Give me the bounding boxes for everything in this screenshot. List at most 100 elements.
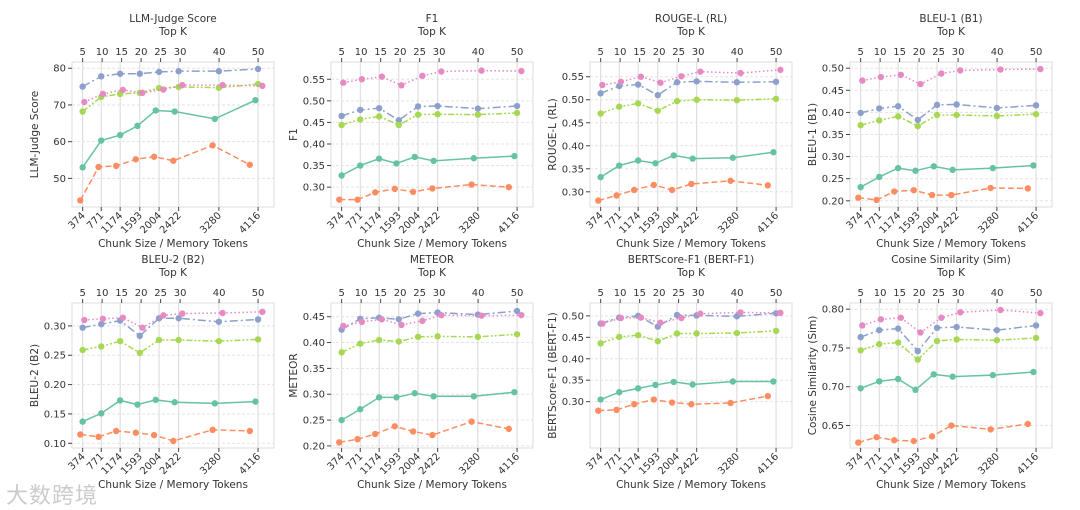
data-point-s5 bbox=[637, 314, 645, 321]
x-tick-label: 1174 bbox=[617, 451, 643, 477]
data-point-s1 bbox=[171, 108, 178, 115]
top-x-tick-label: 5 bbox=[338, 288, 344, 299]
top-x-tick-label: 50 bbox=[511, 288, 524, 299]
series-s5 bbox=[81, 81, 266, 106]
data-point-s3 bbox=[414, 310, 422, 317]
data-point-s2 bbox=[595, 197, 602, 204]
data-point-s1 bbox=[876, 378, 883, 385]
top-x-tick-label: 40 bbox=[472, 288, 485, 299]
data-point-s1 bbox=[152, 107, 159, 114]
data-point-s3 bbox=[98, 320, 105, 328]
data-point-s5 bbox=[678, 314, 685, 322]
data-point-s5 bbox=[340, 79, 347, 86]
x-tick-label: 374 bbox=[325, 210, 346, 231]
y-tick-label: 60 bbox=[53, 137, 66, 148]
x-tick-label: 374 bbox=[584, 451, 605, 472]
data-point-s1 bbox=[689, 381, 696, 388]
top-axis-label: Top K bbox=[936, 26, 966, 38]
data-point-s3 bbox=[634, 81, 642, 88]
data-point-s2 bbox=[855, 439, 862, 446]
data-point-s4 bbox=[175, 336, 182, 344]
top-x-tick-label: 5 bbox=[79, 47, 85, 58]
data-point-s5 bbox=[637, 73, 645, 80]
data-point-s2 bbox=[391, 423, 399, 430]
x-tick-label: 1174 bbox=[877, 210, 903, 236]
y-tick-label: 0.65 bbox=[822, 421, 844, 432]
data-point-s4 bbox=[953, 336, 960, 343]
subplot-title: BLEU-2 (B2) bbox=[141, 254, 204, 266]
data-point-s3 bbox=[375, 104, 383, 112]
data-point-s5 bbox=[438, 68, 445, 75]
axes-frame bbox=[589, 61, 793, 208]
data-point-s4 bbox=[597, 110, 604, 117]
series-s2 bbox=[855, 184, 1032, 204]
x-axis-label: Chunk Size / Memory Tokens bbox=[876, 238, 1026, 250]
data-point-s4 bbox=[894, 113, 902, 120]
data-point-s2 bbox=[948, 422, 955, 429]
series-line-s1 bbox=[341, 391, 515, 421]
data-point-s3 bbox=[175, 315, 182, 322]
x-axis-label: Chunk Size / Memory Tokens bbox=[357, 238, 507, 250]
data-point-s4 bbox=[857, 122, 864, 129]
data-point-s3 bbox=[876, 326, 883, 334]
data-point-s4 bbox=[993, 337, 1001, 344]
x-tick-label: 1174 bbox=[99, 210, 125, 236]
data-point-s4 bbox=[914, 122, 921, 130]
data-point-s1 bbox=[770, 378, 777, 385]
x-tick-label: 1174 bbox=[358, 210, 384, 236]
data-point-s1 bbox=[930, 163, 937, 170]
data-point-s5 bbox=[119, 314, 127, 321]
top-x-tick-label: 20 bbox=[653, 288, 666, 299]
data-point-s1 bbox=[989, 164, 997, 172]
data-point-s1 bbox=[616, 389, 623, 396]
y-tick-label: 0.35 bbox=[562, 376, 584, 387]
data-point-s4 bbox=[513, 109, 521, 117]
y-tick-label: 0.25 bbox=[303, 416, 325, 427]
data-point-s3 bbox=[116, 70, 124, 77]
data-point-s1 bbox=[949, 373, 956, 380]
data-point-s4 bbox=[434, 333, 441, 340]
data-point-s1 bbox=[989, 371, 997, 379]
data-point-s5 bbox=[340, 322, 347, 330]
data-point-s5 bbox=[859, 77, 866, 84]
data-point-s4 bbox=[857, 347, 864, 354]
y-tick-label: 0.75 bbox=[822, 343, 844, 354]
data-point-s3 bbox=[933, 101, 941, 109]
series-s2 bbox=[77, 142, 254, 204]
subplot-title: LLM-Judge Score bbox=[129, 13, 216, 25]
data-point-s4 bbox=[597, 340, 604, 347]
data-point-s5 bbox=[99, 315, 107, 323]
top-x-tick-label: 20 bbox=[394, 288, 407, 299]
top-x-tick-label: 5 bbox=[338, 47, 344, 58]
data-point-s3 bbox=[953, 101, 960, 108]
y-tick-label: 80 bbox=[53, 64, 66, 75]
data-point-s4 bbox=[772, 95, 780, 103]
top-x-tick-label: 10 bbox=[874, 288, 887, 299]
data-point-s2 bbox=[170, 157, 177, 164]
data-point-s1 bbox=[134, 401, 141, 408]
data-point-s4 bbox=[79, 108, 86, 115]
top-x-tick-label: 25 bbox=[932, 288, 945, 299]
x-tick-label: 3280 bbox=[976, 451, 1002, 477]
top-x-tick-label: 30 bbox=[692, 47, 705, 58]
top-x-tick-label: 50 bbox=[1030, 47, 1043, 58]
x-tick-label: 3280 bbox=[457, 451, 483, 477]
data-point-s1 bbox=[98, 410, 105, 417]
data-point-s2 bbox=[650, 181, 658, 189]
data-point-s5 bbox=[897, 314, 905, 321]
data-point-s2 bbox=[372, 430, 379, 438]
data-point-s2 bbox=[987, 426, 994, 433]
data-point-s2 bbox=[891, 437, 898, 444]
data-point-s3 bbox=[876, 105, 883, 112]
data-point-s2 bbox=[727, 399, 734, 407]
top-x-tick-label: 25 bbox=[154, 288, 167, 299]
data-point-s5 bbox=[997, 66, 1004, 73]
data-point-s2 bbox=[77, 431, 84, 438]
subplot-title: F1 bbox=[426, 13, 439, 25]
top-x-tick-label: 10 bbox=[874, 47, 887, 58]
data-point-s1 bbox=[79, 418, 86, 425]
data-point-s1 bbox=[393, 394, 400, 401]
data-point-s2 bbox=[855, 194, 862, 201]
y-tick-label: 0.35 bbox=[303, 161, 325, 172]
data-point-s2 bbox=[468, 418, 475, 425]
